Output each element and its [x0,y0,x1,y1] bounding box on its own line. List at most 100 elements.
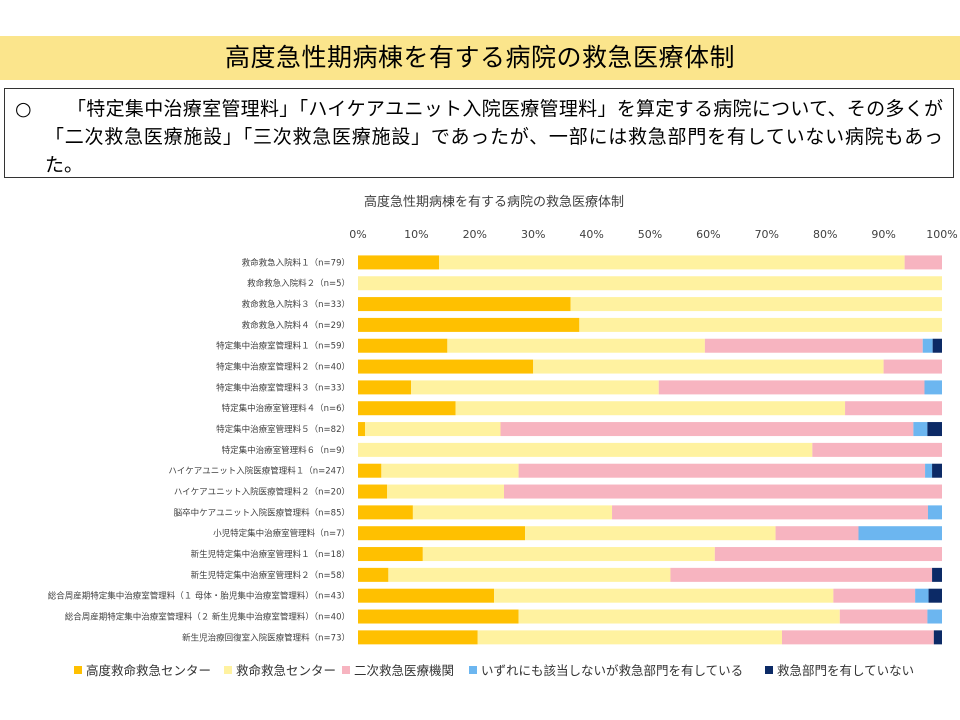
category-label: 新生児特定集中治療室管理料２（n=58） [191,570,350,581]
x-tick-label: 60% [696,228,720,241]
bar-segment-1 [358,359,534,374]
bar-segment-2 [477,630,782,645]
bar-segment-3 [658,380,925,395]
slide-title: 高度急性期病棟を有する病院の救急医療体制 [224,43,735,72]
category-label: 救命救急入院料１（n=79） [242,257,350,268]
bar-segment-1 [358,609,519,624]
legend-label: 救急部門を有していない [777,663,914,678]
bar-segment-2 [494,588,834,603]
bar-segment-1 [358,526,526,541]
x-tick-label: 100% [926,228,957,241]
legend-label: いずれにも該当しないが救急部門を有している [481,663,743,678]
bar-segment-4 [924,380,942,395]
legend-swatch [224,666,232,674]
bar-segment-2 [447,338,705,353]
bar-segment-5 [933,630,942,645]
bar-segment-3 [781,630,934,645]
bar-segment-2 [365,422,501,437]
bars [358,255,942,645]
bar-segment-2 [388,567,671,582]
bar-segment-1 [358,338,448,353]
x-axis-ticks: 0% 10% 20% 30% 40% 50% 60% 70% 80% 90% 100% [349,228,957,241]
bar-segment-4 [858,526,942,541]
bar-segment-1 [358,547,423,562]
bar-segment-1 [358,463,382,478]
bar-segment-2 [439,255,905,270]
bar-segment-4 [927,505,942,520]
category-label: ハイケアユニット入院医療管理料１（n=247） [168,466,350,477]
summary-text: 「特定集中治療室管理料」「ハイケアユニット入院医療管理料」を算定する病院について… [45,98,943,176]
category-label: 新生児治療回復室入院医療管理料（n=73） [182,632,350,643]
bar-segment-3 [670,567,933,582]
category-label: 特定集中治療室管理料３（n=33） [216,382,350,393]
bar-segment-1 [358,505,413,520]
bar-segment-2 [422,547,715,562]
x-tick-label: 80% [813,228,837,241]
bar-segment-2 [387,484,504,499]
legend-label: 救命救急センター [236,663,336,678]
category-label: 特定集中治療室管理料４（n=6） [222,403,350,414]
bar-segment-5 [932,338,942,353]
bar-segment-3 [500,422,914,437]
bar-segment-4 [915,588,929,603]
bar-segment-1 [358,630,478,645]
summary-box: ○ 「特定集中治療室管理料」「ハイケアユニット入院医療管理料」を算定する病院につ… [4,88,954,178]
bar-segment-1 [358,588,495,603]
category-label: ハイケアユニット入院医療管理料２（n=20） [174,487,350,498]
bar-segment-3 [845,401,942,416]
bar-segment-2 [533,359,884,374]
bar-segment-1 [358,484,388,499]
bar-segment-2 [525,526,776,541]
chart-title: 高度急性期病棟を有する病院の救急医療体制 [364,194,624,210]
category-label: 特定集中治療室管理料５（n=82） [216,424,350,435]
legend-label: 高度救命救急センター [86,663,211,678]
bar-segment-3 [704,338,923,353]
bar-segment-1 [358,255,440,270]
bar-segment-2 [455,401,846,416]
bar-segment-3 [775,526,859,541]
bar-segment-1 [358,317,580,332]
legend-swatch [342,666,350,674]
x-tick-label: 0% [349,228,366,241]
bar-segment-4 [927,609,942,624]
bar-segment-2 [381,463,519,478]
legend-label: 二次救急医療機関 [354,663,454,678]
bar-segment-4 [925,463,933,478]
category-label: 救命救急入院料３（n=33） [242,299,350,310]
bar-segment-1 [358,401,456,416]
legend-swatch [765,666,773,674]
bar-segment-3 [518,463,926,478]
bar-segment-2 [358,276,942,291]
category-label: 特定集中治療室管理料１（n=59） [216,341,350,352]
bar-segment-4 [913,422,928,437]
bar-segment-1 [358,567,389,582]
bar-segment-1 [358,297,571,312]
bar-segment-2 [570,297,942,312]
category-label: 特定集中治療室管理料２（n=40） [216,362,350,373]
bar-segment-3 [504,484,942,499]
bar-segment-3 [904,255,942,270]
legend-swatch [74,666,82,674]
bar-segment-3 [812,442,942,457]
bar-segment-1 [358,380,412,395]
bar-segment-3 [839,609,928,624]
bar-segment-2 [358,442,813,457]
bar-segment-2 [518,609,840,624]
bar-segment-2 [412,505,613,520]
bar-segment-5 [928,588,942,603]
category-label: 総合周産期特定集中治療室管理料（２ 新生児集中治療室管理料）（n=40） [65,612,350,623]
title-band [0,36,960,80]
category-label: 総合周産期特定集中治療室管理料（１ 母体・胎児集中治療室管理料）（n=43） [48,591,350,602]
x-tick-label: 90% [871,228,895,241]
category-label: 救命救急入院料４（n=29） [242,320,350,331]
x-tick-label: 30% [521,228,545,241]
category-label: 特定集中治療室管理料６（n=9） [222,445,350,456]
bar-segment-5 [932,463,942,478]
category-label: 新生児特定集中治療室管理料１（n=18） [191,549,350,560]
bar-segment-5 [927,422,942,437]
category-label: 小児特定集中治療室管理料（n=7） [213,528,350,539]
bar-segment-4 [922,338,933,353]
x-tick-label: 10% [404,228,428,241]
bar-segment-3 [714,547,942,562]
